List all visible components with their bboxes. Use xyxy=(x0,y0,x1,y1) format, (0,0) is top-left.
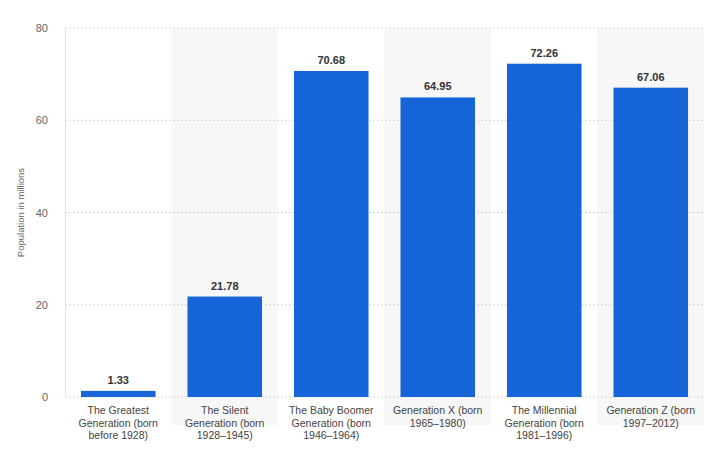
x-tick-label-line: 1946–1964) xyxy=(303,429,359,441)
grid-line xyxy=(65,304,704,305)
x-tick-label-line: Generation X (born xyxy=(393,404,482,416)
x-tick-label-line: The Baby Boomer xyxy=(289,404,374,416)
data-labels: 1.33 21.78 70.68 64.95 72.26 67.06 xyxy=(108,47,665,386)
chart-svg: 0 20 40 60 80 1.33 21.78 70.68 64.95 72.26 67.06 Th… xyxy=(0,0,715,459)
y-tick: 60 xyxy=(36,114,65,126)
y-tick-label: 80 xyxy=(36,22,48,34)
grid xyxy=(65,28,704,397)
column-bands xyxy=(172,28,705,425)
y-tick-label: 60 xyxy=(36,114,48,126)
x-tick-label-line: 1965–1980) xyxy=(410,417,466,429)
bar xyxy=(294,71,369,397)
data-label: 67.06 xyxy=(637,71,665,83)
y-axis-line xyxy=(65,29,66,398)
x-tick-label-line: The Greatest xyxy=(88,404,149,416)
x-tick-label-line: 1997–2012) xyxy=(623,417,679,429)
x-tick-label: The MillennialGeneration (born1981–1996) xyxy=(505,404,585,441)
y-tick: 20 xyxy=(36,299,65,311)
y-axis: 0 20 40 60 80 xyxy=(36,22,66,403)
y-axis-title: Population in millions xyxy=(15,168,26,257)
x-tick-label-line: Generation (born xyxy=(505,417,585,429)
x-tick-label-line: Generation (born xyxy=(79,417,159,429)
grid-line xyxy=(65,397,704,398)
data-label: 72.26 xyxy=(530,47,558,59)
x-tick-label-line: 1981–1996) xyxy=(516,429,572,441)
x-tick-label-line: before 1928) xyxy=(88,429,148,441)
bars xyxy=(81,64,688,397)
chart-container: 0 20 40 60 80 1.33 21.78 70.68 64.95 72.26 67.06 Th… xyxy=(0,0,715,459)
x-tick-label: Generation Z (born1997–2012) xyxy=(606,404,695,429)
x-tick-label-line: Generation Z (born xyxy=(606,404,695,416)
grid-line xyxy=(65,28,704,29)
x-tick-label-line: Generation (born xyxy=(292,417,372,429)
x-tick-label: Generation X (born1965–1980) xyxy=(393,404,482,429)
column-band xyxy=(385,28,492,425)
column-band xyxy=(172,28,279,425)
x-tick-label-line: 1928–1945) xyxy=(197,429,253,441)
column-band xyxy=(598,28,705,425)
y-tick: 80 xyxy=(36,22,65,34)
data-label: 1.33 xyxy=(108,374,129,386)
y-tick: 0 xyxy=(42,391,65,403)
y-tick-label: 40 xyxy=(36,207,48,219)
y-tick-label: 20 xyxy=(36,299,48,311)
bar xyxy=(400,97,475,397)
x-tick-label: The GreatestGeneration (bornbefore 1928) xyxy=(79,404,159,441)
bar xyxy=(613,88,688,397)
bar xyxy=(81,391,156,397)
bar xyxy=(187,297,262,397)
x-tick-label: The SilentGeneration (born1928–1945) xyxy=(185,404,265,441)
data-label: 21.78 xyxy=(211,280,239,292)
grid-line xyxy=(65,120,704,121)
y-tick: 40 xyxy=(36,207,65,219)
x-tick-label-line: The Millennial xyxy=(512,404,577,416)
x-tick-label: The Baby BoomerGeneration (born1946–1964… xyxy=(289,404,374,441)
data-label: 64.95 xyxy=(424,80,452,92)
grid-line xyxy=(65,212,704,213)
x-tick-label-line: The Silent xyxy=(201,404,248,416)
x-axis: The GreatestGeneration (bornbefore 1928)… xyxy=(79,404,696,441)
y-tick-label: 0 xyxy=(42,391,48,403)
data-label: 70.68 xyxy=(317,54,345,66)
x-tick-label-line: Generation (born xyxy=(185,417,265,429)
bar xyxy=(507,64,582,397)
